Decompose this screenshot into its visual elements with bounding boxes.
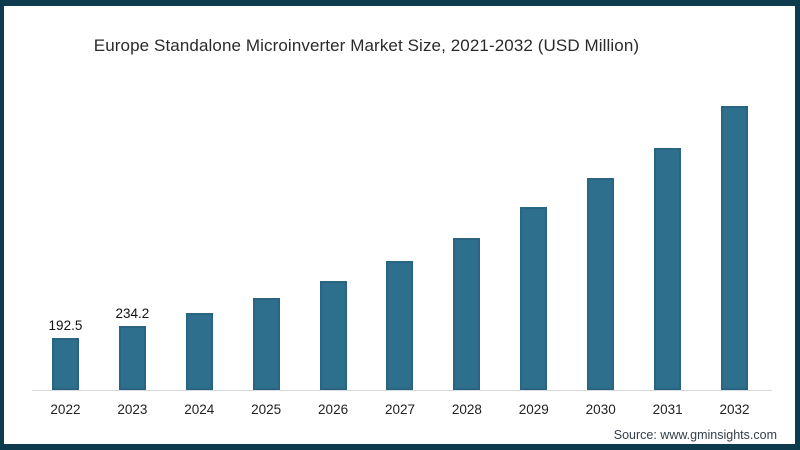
x-tick-2022: 2022 [50,402,81,417]
bar-slot-2027 [367,90,434,390]
bar-value-label-2022: 192.5 [48,317,83,333]
x-tick-2024: 2024 [184,402,215,417]
x-tick-2032: 2032 [719,402,750,417]
bar-2028 [453,238,481,390]
bar-slot-2022: 192.5 [32,90,99,390]
bar-2023 [118,326,146,390]
bar-2031 [654,147,682,390]
x-tick-2028: 2028 [451,402,482,417]
bar-2030 [587,178,615,390]
x-tick-2027: 2027 [384,402,415,417]
bar-slot-2023: 234.2 [99,90,166,390]
bar-slot-2025 [233,90,300,390]
bar-2025 [252,298,280,390]
bar-2027 [386,260,414,390]
bar-slot-2032 [701,90,768,390]
bar-2022 [51,337,79,390]
bar-slot-2024 [166,90,233,390]
bar-slot-2029 [500,90,567,390]
bar-2029 [520,207,548,390]
bar-2032 [721,105,749,390]
source-attribution: Source: www.gminsights.com [613,428,777,442]
x-axis-ticks: 2022 2023 2024 2025 2026 2027 2028 2029 2030 2031… [32,402,768,417]
x-tick-2030: 2030 [585,402,616,417]
x-tick-2023: 2023 [117,402,148,417]
x-axis-line [32,390,772,391]
bar-slot-2028 [433,90,500,390]
bar-2026 [319,280,347,390]
bar-chart-plot: 192.5 234.2 2022 2023 2024 2025 2026 2027 2028 2… [32,90,772,420]
bar-slot-2026 [300,90,367,390]
x-tick-2029: 2029 [518,402,549,417]
x-tick-2031: 2031 [652,402,683,417]
bars-container: 192.5 234.2 [32,90,768,390]
x-tick-2026: 2026 [318,402,349,417]
bar-2024 [185,313,213,390]
chart-title: Europe Standalone Microinverter Market S… [93,36,640,55]
bar-slot-2030 [567,90,634,390]
bar-value-label-2023: 234.2 [115,306,150,322]
bar-slot-2031 [634,90,701,390]
x-tick-2025: 2025 [251,402,282,417]
